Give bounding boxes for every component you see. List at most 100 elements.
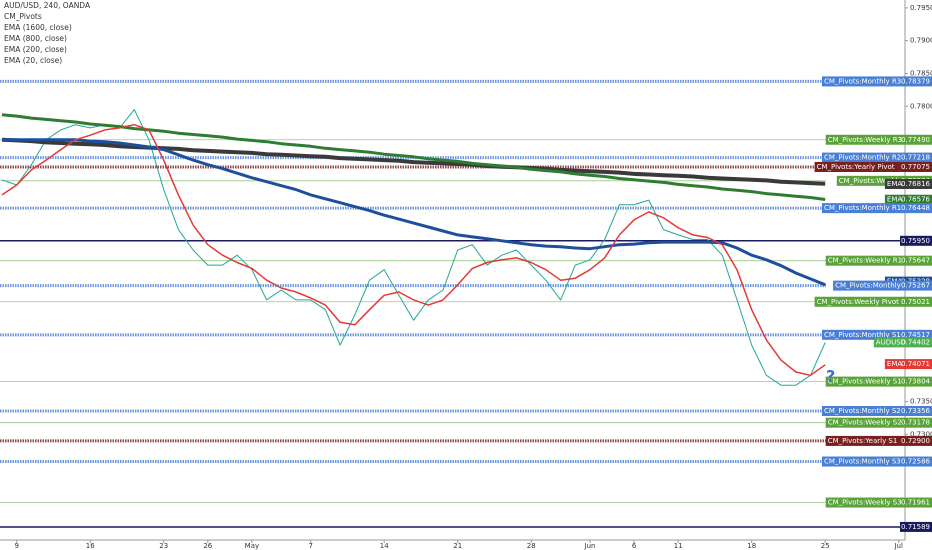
level-label-name: CM_Pivots:Weekly R3	[828, 136, 902, 144]
level-label-box	[825, 417, 932, 428]
level-label-value: 0.76816	[901, 180, 930, 188]
y-tick-label: 0.78500	[910, 69, 932, 77]
x-tick-label: 7	[308, 542, 312, 550]
y-tick-label: 0.73000	[910, 430, 932, 438]
x-tick-label: 28	[527, 542, 536, 550]
levels	[0, 79, 905, 528]
x-tick-label: May	[245, 542, 259, 550]
level-label-name: CM_Pivots:Yearly S1	[828, 437, 898, 445]
series-line	[1, 113, 826, 201]
legend-entry: EMA (200, close)	[4, 45, 67, 54]
level-labels: CM_Pivots:Monthly R3 0.78379 CM_Pivots:Wee…	[814, 76, 932, 532]
level-label-box	[900, 521, 932, 532]
level-label-name: CM_Pivots:Monthly S2	[824, 407, 901, 415]
x-tick-label: 18	[747, 542, 756, 550]
indicator-label: CM_Pivots	[4, 12, 42, 21]
level-label-box	[884, 178, 932, 189]
x-tick-label: 16	[86, 542, 95, 550]
level-label-value: 0.74071	[901, 360, 930, 368]
level-label-name: CM_Pivots:Weekly S3	[828, 499, 902, 507]
level-label-box	[822, 406, 932, 417]
level-label-value: 0.73804	[901, 378, 930, 386]
level-label-value: 0.73178	[901, 419, 930, 427]
level-label-value: 0.73356	[901, 407, 930, 415]
x-tick-label: 11	[674, 542, 683, 550]
level-label-value: 0.75021	[901, 298, 930, 306]
level-label-name: CM_Pivots:Yearly Pivot	[817, 163, 895, 171]
level-label-box	[822, 76, 932, 87]
level-label-name: CM_Pivots:Weekly S1	[828, 378, 902, 386]
level-label-value: 0.72586	[901, 458, 930, 466]
level-label-box	[825, 376, 932, 387]
level-label-box	[833, 280, 932, 291]
level-label-box	[900, 235, 932, 246]
legend-entry: EMA (800, close)	[4, 34, 67, 43]
series-lines	[1, 109, 826, 386]
level-label-name: AUDUSD	[876, 338, 906, 346]
annotation: ?	[826, 367, 835, 386]
level-label-box	[825, 134, 932, 145]
level-label-value: 0.75267	[901, 282, 930, 290]
series-line	[1, 109, 826, 386]
x-tick-label: 9	[14, 542, 18, 550]
level-label-name: CM_Pivots:Monthly S1	[824, 331, 901, 339]
level-label-name: EMA	[887, 360, 902, 368]
level-label-box	[822, 203, 932, 214]
level-label-box	[822, 329, 932, 340]
level-label-name: EMA	[887, 196, 902, 204]
y-tick-label: 0.79500	[910, 4, 932, 12]
level-label-box	[836, 175, 932, 186]
level-label-value: 0.75647	[901, 257, 930, 265]
level-label-box	[822, 456, 932, 467]
level-label-box	[822, 152, 932, 163]
level-label-value: 0.76448	[901, 204, 930, 212]
level-label-value: 0.71589	[901, 523, 930, 531]
level-label-box	[825, 435, 932, 446]
x-tick-label: 25	[821, 542, 830, 550]
x-tick-label: 6	[632, 542, 637, 550]
series-line	[1, 137, 826, 186]
level-label-box	[873, 337, 932, 348]
level-label-name: CM_Pivots:Weekly R1	[828, 257, 902, 265]
level-label-name: CM_Pivots:Monthly R2	[824, 154, 901, 162]
x-tick-label: 26	[203, 542, 212, 550]
axes: 0.79500 0.79000 0.78500 0.78000 0.73500 0.730…	[4, 4, 932, 550]
level-label-name: CM_Pivots:Monthly S3	[824, 458, 901, 466]
level-label-box	[884, 359, 932, 370]
level-label-value: 0.71961	[901, 499, 930, 507]
x-tick-label: 14	[380, 542, 389, 550]
level-label-name: CM_Pivots:Monthly	[835, 282, 901, 290]
x-tick-label: 23	[159, 542, 168, 550]
x-tick-label: 21	[453, 542, 462, 550]
chart-title: AUD/USD, 240, OANDA	[4, 1, 91, 10]
legend-entry: EMA (1600, close)	[4, 23, 72, 32]
level-label-value: 0.74517	[901, 331, 930, 339]
x-tick-label: Jul	[893, 542, 903, 550]
y-tick-label: 0.78000	[910, 102, 932, 110]
level-label-name: CM_Pivots:Monthly R1	[824, 204, 901, 212]
level-label-value: 0.77218	[901, 154, 930, 162]
level-label-value: 0.72900	[901, 437, 930, 445]
level-label-box	[825, 497, 932, 508]
level-label-box	[884, 194, 932, 205]
level-label-box	[814, 296, 932, 307]
level-label-name: CM_Pivots:Monthly R3	[824, 77, 901, 85]
level-label-value: 0.77075	[901, 163, 930, 171]
level-label-name: CM_Pivots:Weekly S2	[828, 419, 902, 427]
y-tick-label: 0.79000	[910, 37, 932, 45]
level-label-value: 0.75950	[901, 237, 930, 245]
level-label-value: 0.74402	[901, 338, 930, 346]
series-line	[1, 123, 826, 377]
y-tick-label: 0.73500	[910, 398, 932, 406]
level-label-value: 0.77490	[901, 136, 930, 144]
level-label-box	[825, 255, 932, 266]
x-tick-label: Jun	[584, 542, 596, 550]
series-line	[2, 138, 826, 287]
level-label-name: EMA	[887, 180, 902, 188]
level-label-name: CM_Pivots:Weekly	[839, 177, 902, 185]
level-label-name: CM_Pivots:Weekly Pivot	[817, 298, 900, 306]
level-label-box	[814, 161, 932, 172]
legend-entry: EMA (20, close)	[4, 56, 62, 65]
level-label-value: 0.78379	[901, 77, 930, 85]
